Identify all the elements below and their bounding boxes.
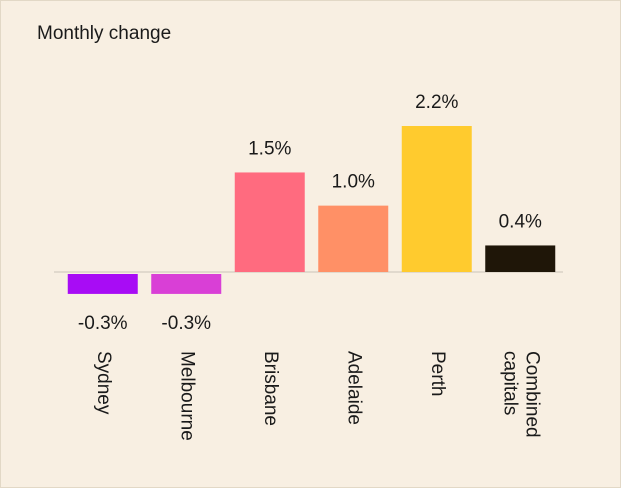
bar	[234, 172, 305, 272]
value-label: -0.3%	[78, 313, 128, 334]
value-label: 1.0%	[332, 172, 375, 193]
value-label: 1.5%	[248, 138, 291, 159]
bar	[485, 245, 556, 272]
category-label: Melbourne	[176, 351, 198, 441]
value-label: 2.2%	[415, 92, 458, 113]
chart-title: Monthly change	[37, 23, 171, 44]
category-label: Adelaide	[343, 351, 365, 425]
category-label: Sydney	[92, 351, 114, 415]
value-label: 0.4%	[499, 211, 542, 232]
bar	[401, 126, 472, 272]
bar	[318, 205, 389, 272]
category-label: Brisbane	[259, 351, 281, 426]
bar	[67, 274, 138, 294]
category-label: Combined capitals	[499, 351, 543, 438]
category-label: Perth	[426, 351, 448, 397]
bar	[151, 274, 222, 294]
value-label: -0.3%	[161, 313, 211, 334]
